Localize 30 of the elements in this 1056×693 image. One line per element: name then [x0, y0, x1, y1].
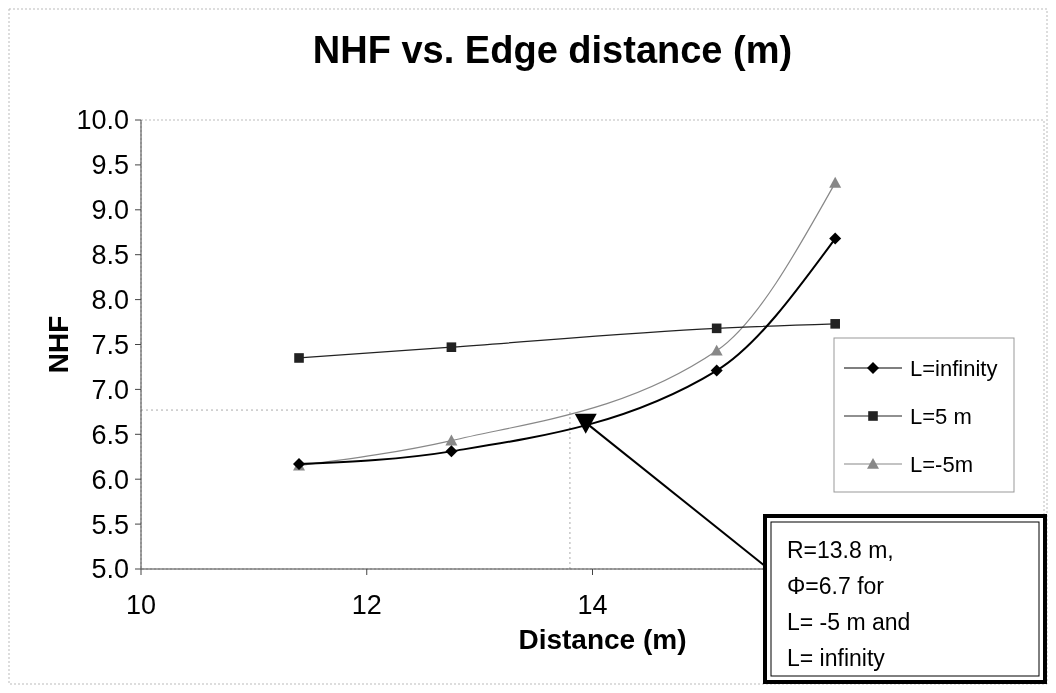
x-tick-label: 14 — [577, 590, 608, 620]
y-tick-label: 5.0 — [91, 554, 129, 585]
point — [710, 344, 723, 356]
chart-title: NHF vs. Edge distance (m) — [312, 29, 793, 71]
legend-label: L=infinity — [910, 355, 998, 381]
annotation: R=13.8 m, Φ=6.7 for L= -5 m and L= infinity — [787, 537, 911, 671]
point — [829, 176, 842, 188]
y-tick-label: 9.5 — [91, 150, 129, 181]
point — [710, 364, 723, 377]
y-tick-label: 8.5 — [91, 240, 129, 271]
point — [446, 342, 457, 352]
x-tick-label: 10 — [125, 590, 157, 620]
legend-label: L=5 m — [910, 403, 972, 429]
y-tick-label: 10.0 — [76, 105, 129, 136]
x-tick-label: 12 — [351, 590, 382, 620]
y-tick-label: 6.5 — [91, 419, 129, 450]
legend-label: L=-5m — [910, 451, 973, 477]
y-axis-title: NHF — [43, 315, 74, 374]
point — [294, 353, 304, 363]
x-axis-title: Distance (m) — [518, 624, 687, 655]
point — [830, 319, 840, 329]
y-tick-label: 7.5 — [91, 329, 129, 360]
point — [445, 434, 458, 446]
y-tick-label: 7.0 — [91, 374, 129, 405]
y-tick-label: 9.0 — [91, 195, 129, 226]
y-tick-label: 6.0 — [91, 464, 129, 495]
y-tick-label: 5.5 — [91, 509, 129, 540]
point — [829, 232, 842, 245]
y-tick-label: 8.0 — [91, 285, 129, 316]
point — [445, 445, 458, 458]
